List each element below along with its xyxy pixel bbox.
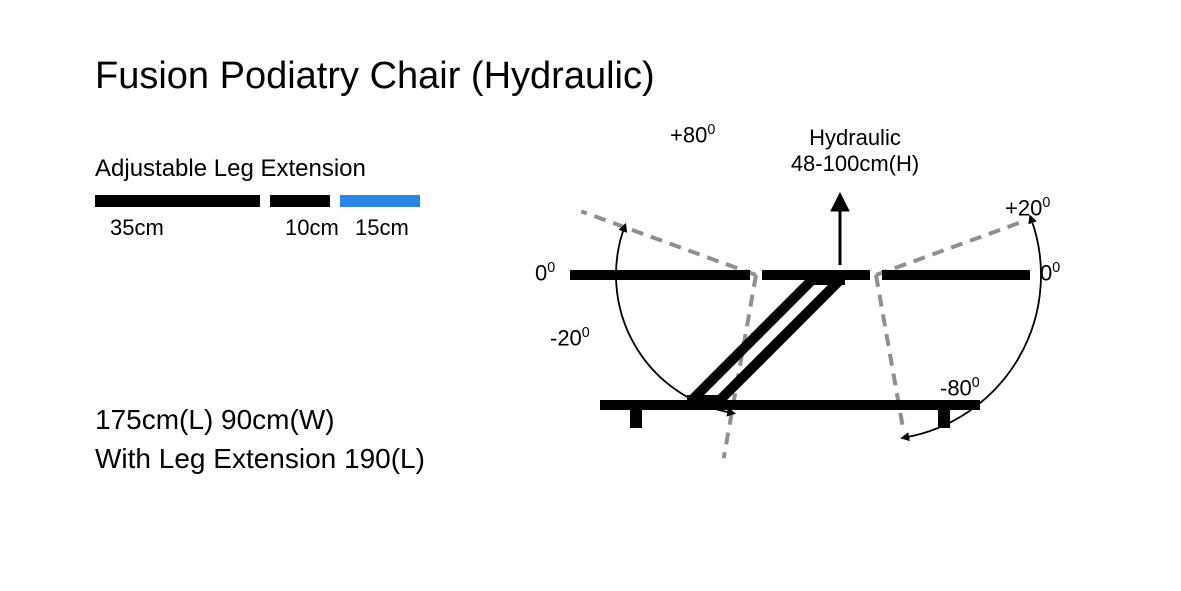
- angle-right-top: +200: [1005, 195, 1050, 221]
- leg-extension-labels: 35cm10cm15cm: [95, 215, 445, 241]
- leg-extension-bar-segment: [340, 195, 420, 207]
- leg-extension-bars: [95, 195, 420, 207]
- leg-extension-bar-segment: [95, 195, 260, 207]
- leg-extension-bar-label: 35cm: [95, 215, 285, 241]
- hydraulic-label: Hydraulic 48-100cm(H): [765, 125, 945, 177]
- leg-extension-bar-segment: [270, 195, 330, 207]
- dimensions-line-1: 175cm(L) 90cm(W): [95, 400, 425, 439]
- hydraulic-label-line1: Hydraulic: [765, 125, 945, 151]
- angle-left-zero: 00: [535, 260, 555, 286]
- chair-diagram: Hydraulic 48-100cm(H) +800 00 -200 +200 …: [540, 130, 1140, 490]
- angle-left-bottom: -200: [550, 325, 590, 351]
- leg-extension-heading: Adjustable Leg Extension: [95, 155, 366, 183]
- angle-left-top: +800: [670, 122, 715, 148]
- dimensions-block: 175cm(L) 90cm(W) With Leg Extension 190(…: [95, 400, 425, 478]
- leg-extension-bar-label: 15cm: [355, 215, 445, 241]
- hydraulic-label-line2: 48-100cm(H): [765, 151, 945, 177]
- page-title: Fusion Podiatry Chair (Hydraulic): [95, 55, 655, 98]
- dimensions-line-2: With Leg Extension 190(L): [95, 439, 425, 478]
- angle-right-bottom: -800: [940, 375, 980, 401]
- angle-right-zero: 00: [1040, 260, 1060, 286]
- leg-extension-bar-label: 10cm: [285, 215, 355, 241]
